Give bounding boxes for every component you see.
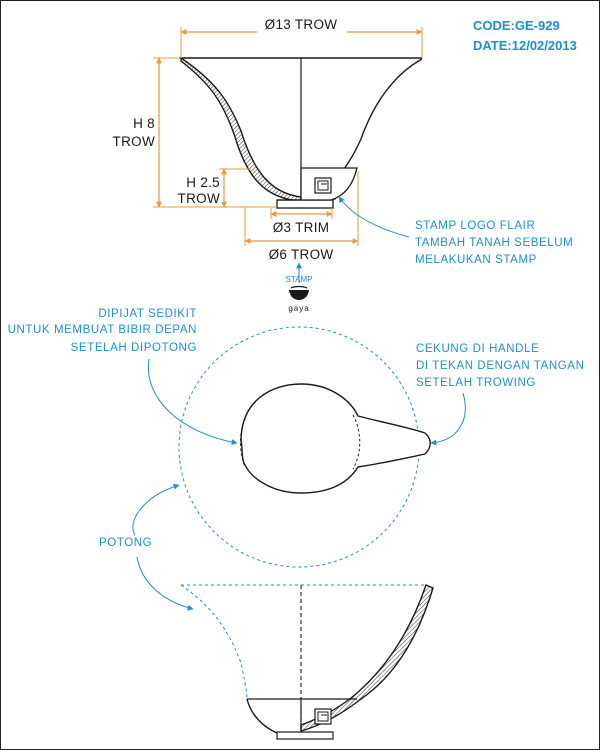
cut-dashed-profile bbox=[180, 584, 248, 700]
height-dimension bbox=[153, 57, 277, 208]
pinch-note-line-2: UNTUK MEMBUAT BIBIR DEPAN bbox=[8, 324, 197, 336]
pinch-note-line-3: SETELAH DIPOTONG bbox=[71, 342, 197, 354]
cut-foot bbox=[276, 731, 334, 740]
stamp-note-line-2: TAMBAH TANAH SEBELUM bbox=[415, 237, 573, 249]
stamp-logo-mark bbox=[314, 177, 332, 194]
gaya-brand-text: gaya bbox=[288, 304, 309, 313]
handle-note-line-1: CEKUNG DI HANDLE bbox=[416, 343, 539, 355]
foot-height-label-2: TROW bbox=[178, 191, 220, 206]
cut-stamp-logo-mark bbox=[314, 708, 332, 725]
flair-top-view-shape bbox=[240, 383, 431, 494]
pinch-note-line-1: DIPIJAT SEDIKIT bbox=[98, 308, 197, 320]
stamp-note-line-1: STAMP LOGO FLAIR bbox=[415, 220, 535, 232]
top-diameter-dimension bbox=[180, 15, 423, 58]
height-label-1: H 8 bbox=[133, 116, 155, 131]
handle-note-line-2: DI TEKAN DENGAN TANGAN bbox=[416, 360, 584, 372]
handle-join-dashed-edge bbox=[352, 414, 361, 470]
cut-note-arrow-up bbox=[132, 483, 180, 536]
cut-side-section bbox=[180, 584, 434, 740]
foot-trim-label: Ø3 TRIM bbox=[273, 220, 330, 235]
foot-height-dimension bbox=[219, 168, 251, 208]
code-label: CODE:GE-929 bbox=[473, 18, 560, 33]
handle-note-line-3: SETELAH TROWING bbox=[416, 377, 536, 389]
gaya-logo-icon bbox=[289, 285, 309, 300]
flair-side-section bbox=[179, 56, 423, 209]
pinch-note-arrow bbox=[147, 358, 238, 446]
flair-foot bbox=[276, 199, 334, 209]
cut-note-arrow-down bbox=[136, 556, 194, 611]
stamp-logo-label: STAMP bbox=[286, 275, 313, 284]
foot-height-label-1: H 2.5 bbox=[186, 175, 220, 190]
stamp-note-line-3: MELAKUKAN STAMP bbox=[415, 254, 537, 266]
handle-note-arrow bbox=[430, 392, 466, 446]
date-label: DATE:12/02/2013 bbox=[473, 38, 577, 53]
cut-note-label: POTONG bbox=[99, 537, 152, 549]
foot-diameter-dimension bbox=[244, 171, 359, 246]
foot-diameter-label: Ø6 TROW bbox=[269, 247, 334, 262]
cut-bowl-profile bbox=[246, 698, 302, 737]
top-diameter-label: Ø13 TROW bbox=[265, 17, 338, 32]
stamp-note-arrow bbox=[338, 196, 410, 238]
height-label-2: TROW bbox=[113, 134, 155, 149]
foot-trim-dimension bbox=[270, 208, 333, 219]
